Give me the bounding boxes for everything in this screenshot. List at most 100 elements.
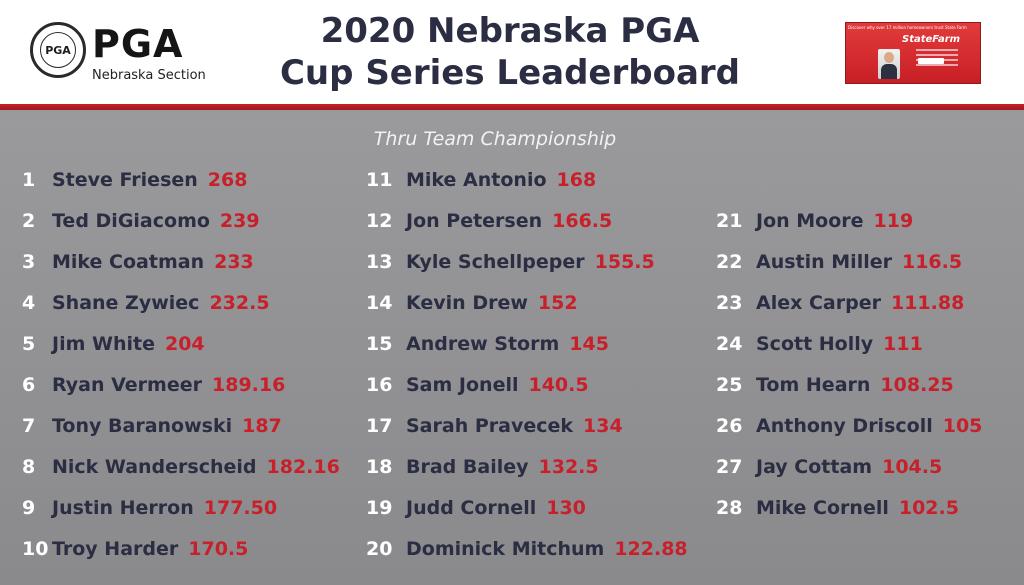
leaderboard-row: 17 Sarah Pravecek 134 xyxy=(366,411,623,441)
player-name: Mike Antonio xyxy=(406,169,547,191)
header: PGA PGA Nebraska Section 2020 Nebraska P… xyxy=(0,0,1024,104)
player-name: Andrew Storm xyxy=(406,333,560,355)
leaderboard-row: 5 Jim White 204 xyxy=(22,329,205,359)
points: 189.16 xyxy=(212,374,286,396)
leaderboard-row: 3 Mike Coatman 233 xyxy=(22,247,254,277)
points: 152 xyxy=(537,292,578,314)
rank: 15 xyxy=(366,333,393,355)
leaderboard-row: 12 Jon Petersen 166.5 xyxy=(366,206,612,236)
pga-seal-icon: PGA xyxy=(30,22,86,78)
leaderboard-row: 23 Alex Carper 111.88 xyxy=(716,288,964,318)
leaderboard-row: 20 Dominick Mitchum 122.88 xyxy=(366,534,688,564)
leaderboard-row: 7 Tony Baranowski 187 xyxy=(22,411,282,441)
rank: 1 xyxy=(22,169,36,191)
leaderboard-row: 4 Shane Zywiec 232.5 xyxy=(22,288,270,318)
rank: 12 xyxy=(366,210,393,232)
rank: 9 xyxy=(22,497,36,519)
points: 134 xyxy=(583,415,623,437)
leaderboard-row: 8 Nick Wanderscheid 182.16 xyxy=(22,452,340,482)
subtitle: Thru Team Championship xyxy=(373,128,617,150)
player-name: Ted DiGiacomo xyxy=(52,210,210,232)
rank: 3 xyxy=(22,251,36,273)
leaderboard-row: 13 Kyle Schellpeper 155.5 xyxy=(366,247,655,277)
rank: 4 xyxy=(22,292,36,314)
player-name: Judd Cornell xyxy=(406,497,537,519)
leaderboard-row: 21 Jon Moore 119 xyxy=(716,206,913,236)
player-name: Ryan Vermeer xyxy=(52,374,202,396)
rank: 2 xyxy=(22,210,36,232)
rank: 16 xyxy=(366,374,393,396)
points: 116.5 xyxy=(901,251,963,273)
leaderboard-row: 16 Sam Jonell 140.5 xyxy=(366,370,589,400)
points: 102.5 xyxy=(898,497,959,519)
ad-brand: StateFarm xyxy=(902,34,961,45)
leaderboard-row: 2 Ted DiGiacomo 239 xyxy=(22,206,260,236)
player-name: Mike Coatman xyxy=(52,251,205,273)
points: 140.5 xyxy=(528,374,589,396)
points: 105 xyxy=(942,415,983,437)
points: 111 xyxy=(883,333,923,355)
agent-head xyxy=(884,52,894,63)
pga-logo: PGA PGA Nebraska Section xyxy=(28,18,218,88)
rank: 13 xyxy=(366,251,393,273)
leaderboard-row: 28 Mike Cornell 102.5 xyxy=(716,493,959,523)
points: 122.88 xyxy=(614,538,688,560)
leaderboard-row: 19 Judd Cornell 130 xyxy=(366,493,586,523)
player-name: Mike Cornell xyxy=(756,497,889,519)
player-name: Sarah Pravecek xyxy=(406,415,574,437)
leaderboard-row: 18 Brad Bailey 132.5 xyxy=(366,452,599,482)
rank: 26 xyxy=(716,415,743,437)
pga-wordmark: PGA xyxy=(92,22,184,66)
player-name: Dominick Mitchum xyxy=(406,538,605,560)
leaderboard-row: 14 Kevin Drew 152 xyxy=(366,288,578,318)
rank: 27 xyxy=(716,456,743,478)
rank: 18 xyxy=(366,456,393,478)
leaderboard-row: 25 Tom Hearn 108.25 xyxy=(716,370,954,400)
player-name: Alex Carper xyxy=(756,292,881,314)
rank: 24 xyxy=(716,333,743,355)
points: 187 xyxy=(242,415,282,437)
ad-tagline: Discover why over 17 million homeowners … xyxy=(848,25,967,30)
rank: 5 xyxy=(22,333,36,355)
section-name: Nebraska Section xyxy=(92,68,206,83)
points: 233 xyxy=(214,251,254,273)
state-farm-ad[interactable]: Discover why over 17 million homeowners … xyxy=(845,22,981,84)
rank: 17 xyxy=(366,415,393,437)
points: 232.5 xyxy=(209,292,270,314)
rank: 23 xyxy=(716,292,743,314)
points: 130 xyxy=(546,497,586,519)
rank: 6 xyxy=(22,374,36,396)
rank: 19 xyxy=(366,497,393,519)
title-line-1: 2020 Nebraska PGA xyxy=(320,11,700,51)
player-name: Tony Baranowski xyxy=(52,415,233,437)
ad-contact-button[interactable] xyxy=(918,58,944,64)
rank: 25 xyxy=(716,374,743,396)
player-name: Jon Petersen xyxy=(406,210,543,232)
player-name: Austin Miller xyxy=(756,251,892,273)
player-name: Jon Moore xyxy=(756,210,864,232)
leaderboard-row: 24 Scott Holly 111 xyxy=(716,329,923,359)
player-name: Jay Cottam xyxy=(756,456,873,478)
player-name: Troy Harder xyxy=(52,538,179,560)
rank: 14 xyxy=(366,292,393,314)
points: 104.5 xyxy=(882,456,943,478)
points: 170.5 xyxy=(188,538,249,560)
player-name: Sam Jonell xyxy=(406,374,519,396)
points: 119 xyxy=(873,210,914,232)
points: 155.5 xyxy=(594,251,655,273)
rank: 21 xyxy=(716,210,743,232)
seal-text: PGA xyxy=(40,32,76,68)
player-name: Kyle Schellpeper xyxy=(406,251,585,273)
points: 111.88 xyxy=(890,292,965,314)
title-line-2: Cup Series Leaderboard xyxy=(279,53,740,93)
leaderboard-row: 9 Justin Herron 177.50 xyxy=(22,493,277,523)
leaderboard-row: 26 Anthony Driscoll 105 xyxy=(716,411,982,441)
rank: 7 xyxy=(22,415,36,437)
agent-body xyxy=(881,64,897,79)
leaderboard-row: 10 Troy Harder 170.5 xyxy=(22,534,248,564)
player-name: Kevin Drew xyxy=(406,292,528,314)
player-name: Brad Bailey xyxy=(406,456,529,478)
rank: 10 xyxy=(22,538,49,560)
points: 132.5 xyxy=(538,456,599,478)
points: 166.5 xyxy=(552,210,613,232)
